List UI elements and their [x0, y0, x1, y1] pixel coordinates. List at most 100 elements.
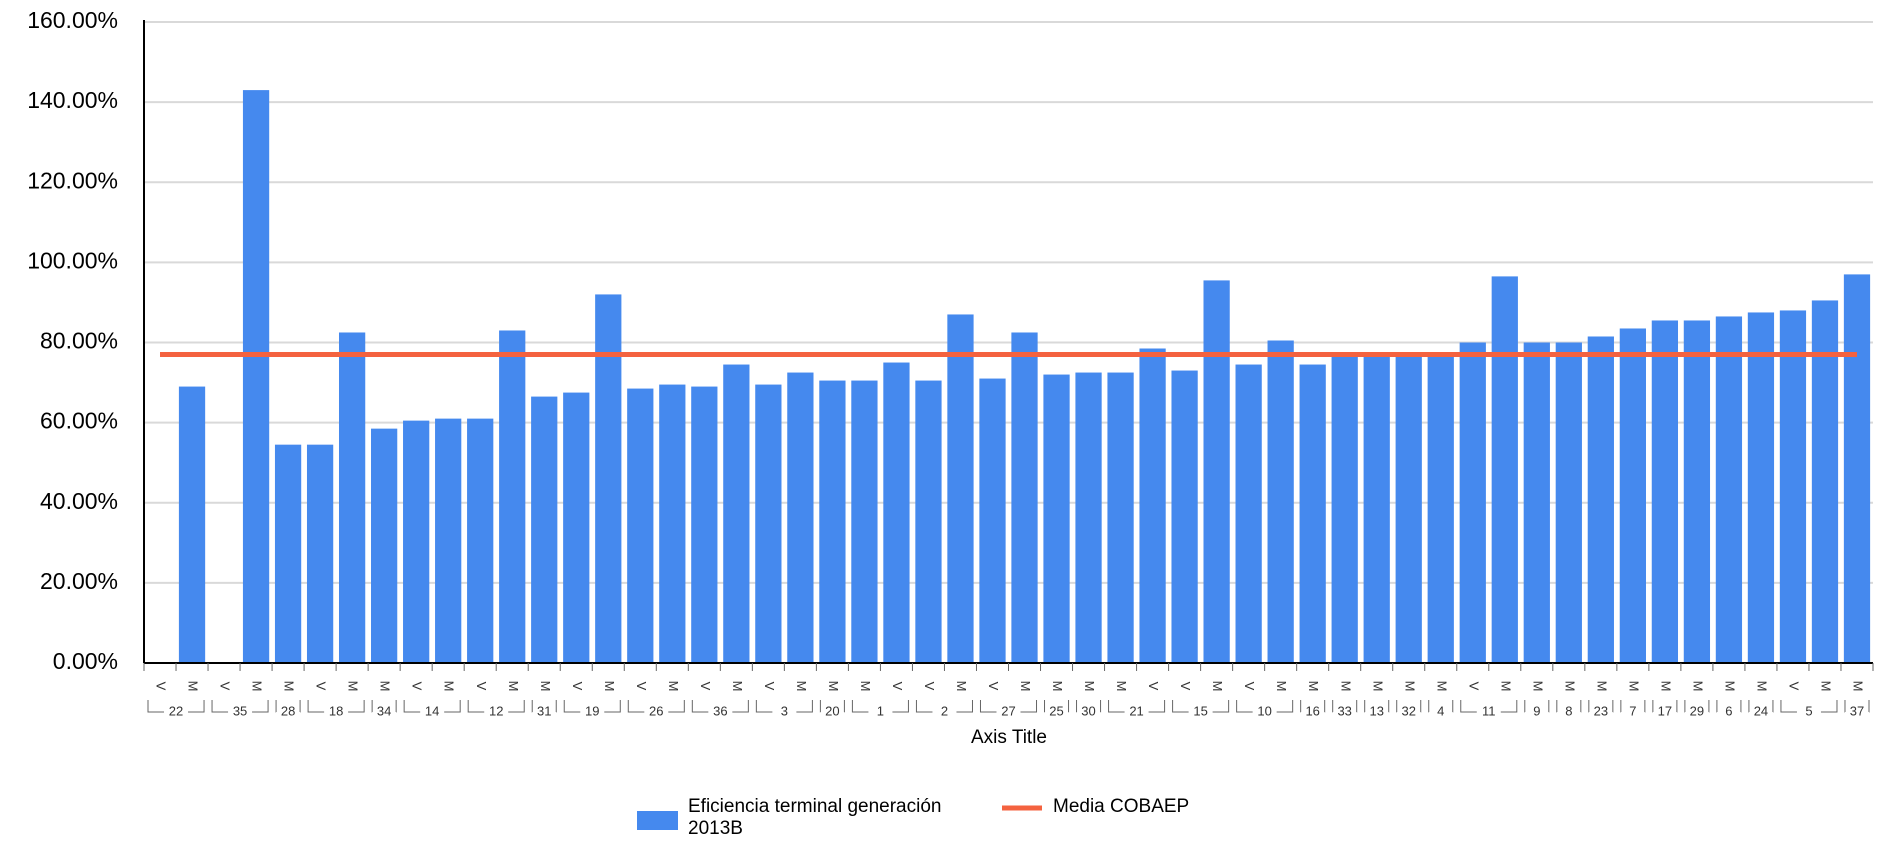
bar: [1171, 370, 1198, 663]
bar: [915, 380, 942, 663]
category-label: M: [794, 681, 809, 692]
group-label: 32: [1401, 703, 1415, 718]
category-label: M: [858, 681, 873, 692]
group-label: 10: [1257, 703, 1271, 718]
category-label: M: [1851, 681, 1866, 692]
group-label: 7: [1629, 703, 1636, 718]
category-label: M: [1338, 681, 1353, 692]
category-label: V: [1242, 682, 1257, 691]
group-bracket: [1108, 700, 1166, 713]
group-bracket: [275, 700, 301, 713]
bar: [531, 396, 558, 663]
category-label: M: [442, 681, 457, 692]
bar: [1459, 342, 1486, 663]
bar: [467, 418, 494, 663]
category-label: M: [666, 681, 681, 692]
bar: [627, 388, 654, 663]
group-label: 4: [1437, 703, 1444, 718]
group-label: 25: [1049, 703, 1063, 718]
bar: [1203, 280, 1230, 663]
group-bracket: [1844, 700, 1870, 713]
group-label: 17: [1658, 703, 1672, 718]
group-bracket: [531, 700, 557, 713]
group-label: 34: [377, 703, 391, 718]
bar: [595, 294, 622, 663]
bar: [1395, 354, 1422, 663]
bar: [178, 386, 206, 663]
bar: [1043, 374, 1070, 663]
bar: [659, 384, 686, 663]
group-bracket: [1460, 700, 1518, 713]
bar: [1491, 276, 1518, 663]
group-bracket: [851, 700, 909, 713]
y-tick-label: 0.00%: [53, 648, 118, 674]
legend-label: Eficiencia terminal generación 2013B: [688, 796, 942, 839]
category-label: M: [1562, 681, 1577, 692]
category-label: M: [1210, 681, 1225, 692]
group-bracket: [467, 700, 525, 713]
group-bracket: [979, 700, 1038, 713]
category-label: M: [826, 681, 841, 692]
bar: [371, 428, 398, 663]
category-label: M: [1690, 681, 1705, 692]
bar: [1331, 354, 1358, 663]
category-label: V: [922, 682, 937, 691]
group-label: 29: [1690, 703, 1704, 718]
group-bracket: [1588, 700, 1614, 713]
group-bracket: [1172, 700, 1230, 713]
group-label: 28: [281, 703, 295, 718]
bar: [1747, 312, 1775, 663]
category-label: V: [762, 682, 777, 691]
bar: [723, 364, 750, 663]
bar: [1267, 340, 1294, 663]
bar: [1523, 342, 1550, 663]
group-bracket: [1236, 700, 1294, 713]
bar: [755, 384, 782, 663]
category-label: M: [1018, 681, 1033, 692]
group-bracket: [1652, 700, 1678, 713]
bar: [1011, 332, 1038, 663]
category-label: V: [154, 682, 169, 691]
group-bracket: [1748, 700, 1774, 713]
y-tick-label: 20.00%: [40, 568, 118, 594]
bar: [1427, 352, 1454, 663]
category-label: V: [1146, 682, 1161, 691]
bar: [1555, 342, 1582, 663]
group-label: 18: [329, 703, 343, 718]
category-label: V: [890, 682, 905, 691]
group-bracket: [1332, 700, 1358, 713]
category-label: V: [1466, 682, 1481, 691]
group-bracket: [403, 700, 461, 713]
group-label: 19: [585, 703, 599, 718]
group-bracket: [1620, 700, 1646, 713]
group-label: 31: [537, 703, 551, 718]
bar: [1811, 300, 1839, 663]
category-label: V: [570, 682, 585, 691]
bar: [691, 386, 718, 663]
group-bracket: [1524, 700, 1550, 713]
bar: [819, 380, 846, 663]
category-label: M: [1722, 681, 1737, 692]
bar: [1075, 372, 1102, 663]
bar: [1651, 320, 1679, 663]
group-label: 36: [713, 703, 727, 718]
category-label: V: [634, 682, 649, 691]
category-label: V: [218, 682, 233, 691]
group-label: 23: [1594, 703, 1608, 718]
category-label: M: [1434, 681, 1449, 692]
category-label: M: [538, 681, 553, 692]
category-label: M: [282, 681, 297, 692]
group-bracket: [915, 700, 973, 713]
bar: [787, 372, 814, 663]
group-label: 27: [1001, 703, 1015, 718]
group-bracket: [1428, 700, 1454, 713]
category-label: M: [730, 681, 745, 692]
category-label: M: [378, 681, 393, 692]
group-label: 16: [1305, 703, 1319, 718]
grid: [144, 21, 1873, 664]
group-bracket: [1684, 700, 1710, 713]
group-bracket: [1300, 700, 1326, 713]
y-tick-label: 120.00%: [27, 167, 118, 193]
y-tick-label: 40.00%: [40, 488, 118, 514]
